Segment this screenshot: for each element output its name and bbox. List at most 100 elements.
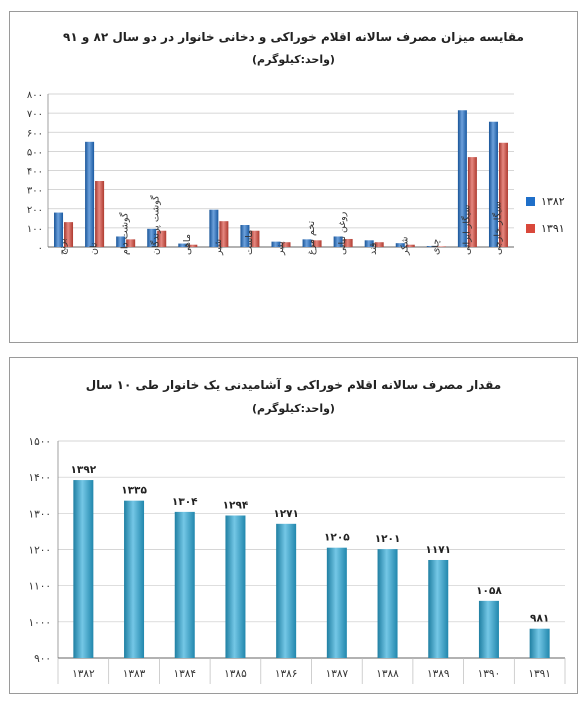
bar [374,242,384,247]
x-tick-label: چای [430,239,441,255]
x-tick-label: سیگار ایرانی [460,205,472,255]
x-tick-label: تخم مرغ [306,221,317,255]
bar [377,549,398,658]
legend-swatch-1391 [526,224,535,233]
y-tick-label: ۱۴۰۰ [28,472,51,484]
legend-item-1382: ۱۳۸۲ [526,195,565,208]
bar [364,240,374,247]
bar [395,243,405,247]
legend-label-1391: ۱۳۹۱ [541,222,565,235]
bar [157,230,167,247]
data-label: ۱۳۹۲ [71,464,97,476]
bar [178,243,188,247]
y-tick-label: ۱۰۰۰ [28,617,51,629]
y-tick-label: ۲۰۰ [27,205,43,216]
x-tick-label: ۱۳۸۶ [275,668,298,680]
bar [240,225,250,247]
x-tick-label: پنیر [275,241,286,256]
x-tick-label: شیر [213,239,224,256]
y-tick-label: ۵۰۰ [27,147,43,158]
chart2-subtitle: (واحد:کیلوگرم) [252,402,335,415]
bar [333,236,343,247]
y-tick-label: ۴۰۰ [27,167,43,178]
data-label: ۱۲۹۴ [223,500,249,512]
x-tick-label: نان [89,242,100,255]
y-tick-label: ۷۰۰ [27,109,43,120]
bar [326,547,347,658]
data-label: ۱۲۷۱ [273,508,299,520]
x-tick-label: ۱۳۸۸ [376,668,399,680]
data-label: ۱۱۷۱ [425,544,451,556]
bar [302,239,312,247]
bar [467,157,477,247]
bar [488,121,498,247]
data-label: ۹۸۱ [530,613,549,625]
y-tick-label: ۱۵۰۰ [28,436,51,448]
x-tick-label: قند [368,243,379,255]
bar [147,228,157,247]
bar [116,236,126,247]
data-label: ۱۳۳۵ [121,485,147,497]
bar [250,230,260,247]
bar [276,523,297,658]
bar [312,240,322,247]
x-tick-label: سیگار خارجی [491,201,503,255]
bar [64,222,74,247]
x-tick-label: ماست [244,230,255,255]
legend-label-1382: ۱۳۸۲ [541,195,565,208]
bar [428,559,449,658]
x-tick-label: روغن نباتی [337,211,348,255]
data-label: ۱۲۰۱ [375,533,401,545]
bar [436,246,446,247]
x-tick-label: ۱۳۹۱ [528,668,551,680]
y-tick-label: ۸۰۰ [27,90,43,101]
bar [225,515,246,658]
chart2-plot: ۹۰۰ ۱۰۰۰ ۱۱۰۰ ۱۲۰۰ ۱۳۰۰ ۱۴۰۰ ۱۵۰۰ ۱۳۹۲ ۱۳۸۲ ۱۳۳۵ ۱… [28,436,566,684]
y-tick-label: ۱۳۰۰ [28,508,51,520]
chart1-legend: ۱۳۸۲ ۱۳۹۱ [526,195,565,249]
chart2-title: مقدار مصرف سالانه اقلام خوراکی و آشامیدن… [85,378,502,392]
y-tick-label: ۱۲۰۰ [28,545,51,557]
ten-year-chart-panel: مقدار مصرف سالانه اقلام خوراکی و آشامیدن… [9,357,578,694]
bar [343,238,353,247]
x-tick-label: ۱۳۸۵ [224,668,247,680]
data-label: ۱۰۵۸ [476,585,502,597]
bar [529,628,550,658]
bar [405,244,415,247]
bar [95,181,105,247]
x-tick-label: ۱۳۸۷ [326,668,349,680]
y-tick-label: ۰ [38,243,43,254]
bar [126,239,136,247]
chart1-plot: ۰ ۱۰۰ ۲۰۰ ۳۰۰ ۴۰۰ ۵۰۰ ۶۰۰ ۷۰۰ ۸۰۰ برنج نان گوشت دام… [27,90,514,256]
y-tick-label: ۱۱۰۰ [28,581,51,593]
x-tick-label: برنج [58,238,69,255]
bar [219,221,229,247]
legend-swatch-1382 [526,197,535,206]
x-tick-label: گوشت پرندگان [150,195,162,255]
bar [498,142,508,247]
bar [73,480,94,658]
x-tick-label: ماهی [182,234,193,255]
chart1-title: مقایسه میزان مصرف سالانه اقلام خوراکی و … [63,30,524,44]
x-tick-label: گوشت دام [119,212,131,255]
bar [124,500,145,658]
data-label: ۱۲۰۵ [324,532,350,544]
bar [85,141,95,247]
bar [54,212,64,247]
x-tick-label: ۱۳۸۴ [173,668,196,680]
bar [209,209,219,247]
x-tick-label: ۱۳۸۲ [72,668,95,680]
x-tick-label: ۱۳۹۰ [478,668,501,680]
bar [457,110,467,247]
y-tick-label: ۶۰۰ [27,128,43,139]
legend-item-1391: ۱۳۹۱ [526,222,565,235]
bar [478,600,499,658]
data-label: ۱۳۰۴ [172,496,198,508]
comparison-chart-panel: مقایسه میزان مصرف سالانه اقلام خوراکی و … [9,11,578,343]
y-tick-label: ۳۰۰ [27,186,43,197]
bar [426,246,436,247]
x-tick-label: ۱۳۸۳ [123,668,146,680]
bar [188,244,198,247]
bar [174,511,195,658]
y-tick-label: ۹۰۰ [34,653,51,665]
